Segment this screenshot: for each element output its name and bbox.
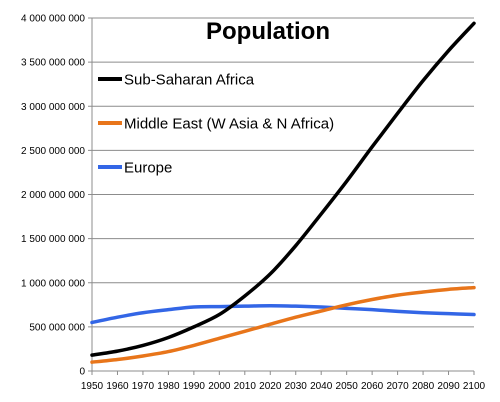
series-line-sub-saharan-africa [90,21,476,357]
grid [92,17,474,328]
x-tick-label: 1950 [81,381,104,392]
series-line-middle-east-w-asia-n-africa [90,285,476,364]
x-tick-label: 2010 [234,381,257,392]
x-tick-label: 1970 [132,381,155,392]
x-tick-label: 1960 [106,381,129,392]
y-tick-label: 4 000 000 000 [21,14,85,25]
chart-title: Population [206,18,330,45]
legend-label: Middle East (W Asia & N Africa) [124,116,334,133]
x-tick-label: 1980 [157,381,180,392]
x-tick-label: 2070 [386,381,409,392]
y-tick-label: 1 500 000 000 [21,234,85,245]
legend-label: Sub-Saharan Africa [124,72,255,89]
legend-entry: Europe [98,160,172,177]
legend-entry: Sub-Saharan Africa [98,72,255,89]
x-tick-label: 1990 [183,381,206,392]
y-tick-label: 3 000 000 000 [21,102,85,113]
x-tick-label: 2030 [285,381,308,392]
legend: Sub-Saharan Africa Middle East (W Asia & … [98,72,334,177]
x-tick-label: 2090 [437,381,460,392]
y-tick-label: 1 000 000 000 [21,278,85,289]
legend-entry: Middle East (W Asia & N Africa) [98,116,334,133]
x-tick-label: 2100 [463,381,486,392]
axes: 0 500 000 000 1 000 000 000 1 500 000 000 2 … [21,14,486,393]
y-tick-label: 3 500 000 000 [21,58,85,69]
legend-label: Europe [124,160,172,177]
x-tick-label: 2000 [208,381,231,392]
y-tick-label: 2 500 000 000 [21,146,85,157]
x-tick-label: 2050 [336,381,359,392]
x-tick-label: 2080 [412,381,435,392]
x-tick-label: 2020 [259,381,282,392]
x-tick-label: 2060 [361,381,384,392]
y-tick-label: 500 000 000 [29,322,85,333]
x-tick-label: 2040 [310,381,333,392]
y-tick-label: 2 000 000 000 [21,190,85,201]
y-tick-label: 0 [79,367,85,378]
series-lines [90,21,476,364]
series-line-europe [90,303,476,325]
